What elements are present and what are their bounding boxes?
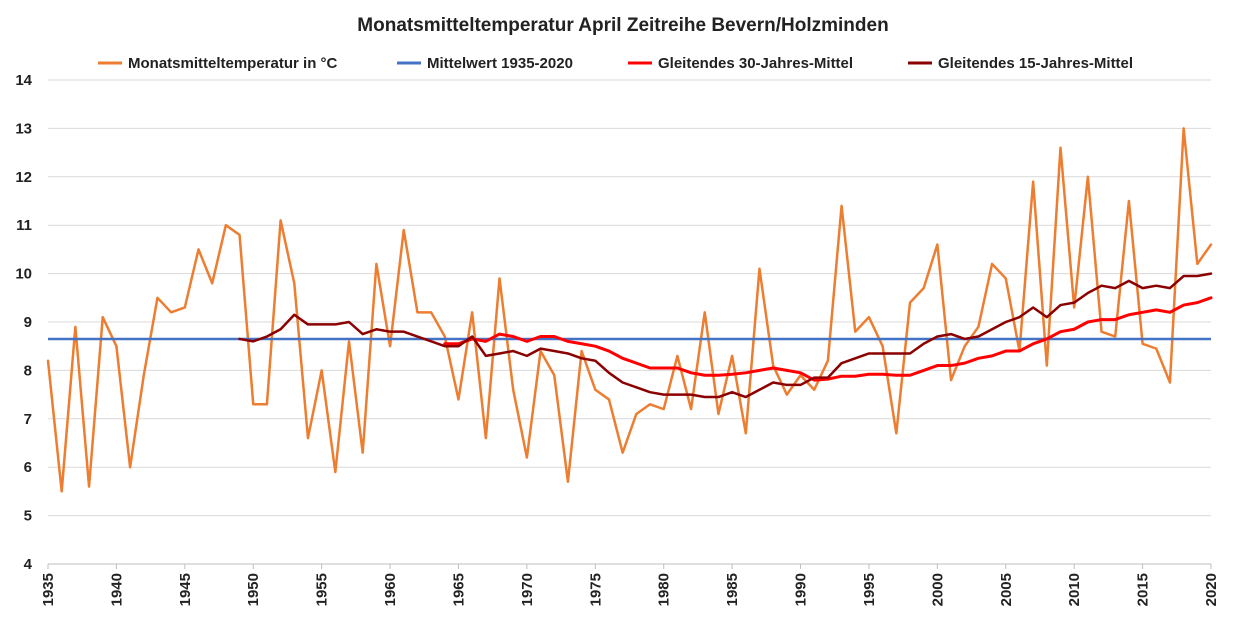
x-tick-label: 1945 — [177, 573, 194, 606]
legend: Monatsmitteltemperatur in °C Mittelwert 1… — [98, 55, 1133, 72]
y-tick-label: 14 — [15, 72, 32, 89]
y-tick-label: 12 — [15, 169, 32, 186]
x-tick-label: 1990 — [793, 573, 810, 606]
legend-label-monthly: Monatsmitteltemperatur in °C — [128, 55, 338, 72]
y-tick-label: 10 — [15, 266, 32, 283]
x-tick-label: 1985 — [724, 573, 741, 606]
x-tick-label: 2020 — [1203, 573, 1220, 606]
y-tick-label: 11 — [16, 217, 32, 234]
x-tick-label: 1935 — [40, 573, 57, 606]
legend-label-ma30: Gleitendes 30-Jahres-Mittel — [658, 55, 853, 72]
x-tick-label: 1975 — [587, 573, 604, 606]
x-tick-label: 2010 — [1066, 573, 1083, 606]
x-tick-label: 1950 — [245, 573, 262, 606]
x-tick-label: 2000 — [929, 573, 946, 606]
series-line-ma30 — [443, 296, 1213, 382]
y-tick-label: 9 — [24, 314, 32, 331]
y-tick-label: 5 — [24, 508, 32, 525]
x-tick-label: 1995 — [861, 573, 878, 606]
y-tick-label: 8 — [24, 362, 32, 379]
legend-label-ma15: Gleitendes 15-Jahres-Mittel — [938, 55, 1133, 72]
legend-label-mean: Mittelwert 1935-2020 — [427, 55, 573, 72]
y-tick-label: 4 — [24, 556, 33, 573]
x-tick-label: 1980 — [656, 573, 673, 606]
x-tick-label: 1955 — [314, 573, 331, 606]
x-tick-label: 1970 — [519, 573, 536, 606]
x-tick-label: 2005 — [998, 573, 1015, 606]
x-axis-ticks: 1935 1940 1945 1950 1955 1960 1965 1970 1975 1980… — [40, 564, 1220, 606]
x-tick-label: 2015 — [1135, 573, 1152, 606]
x-tick-label: 1940 — [108, 573, 125, 606]
y-tick-label: 6 — [24, 459, 32, 476]
y-axis-ticks: 4 5 6 7 8 9 10 11 12 13 14 — [15, 72, 32, 573]
series-line-ma15 — [238, 272, 1213, 399]
grid-lines — [48, 79, 1211, 565]
x-tick-label: 1965 — [450, 573, 467, 606]
chart-title: Monatsmitteltemperatur April Zeitreihe B… — [357, 15, 888, 36]
x-tick-label: 1960 — [382, 573, 399, 606]
series-lines — [46, 127, 1213, 493]
y-tick-label: 13 — [15, 120, 32, 137]
y-tick-label: 7 — [24, 411, 32, 428]
